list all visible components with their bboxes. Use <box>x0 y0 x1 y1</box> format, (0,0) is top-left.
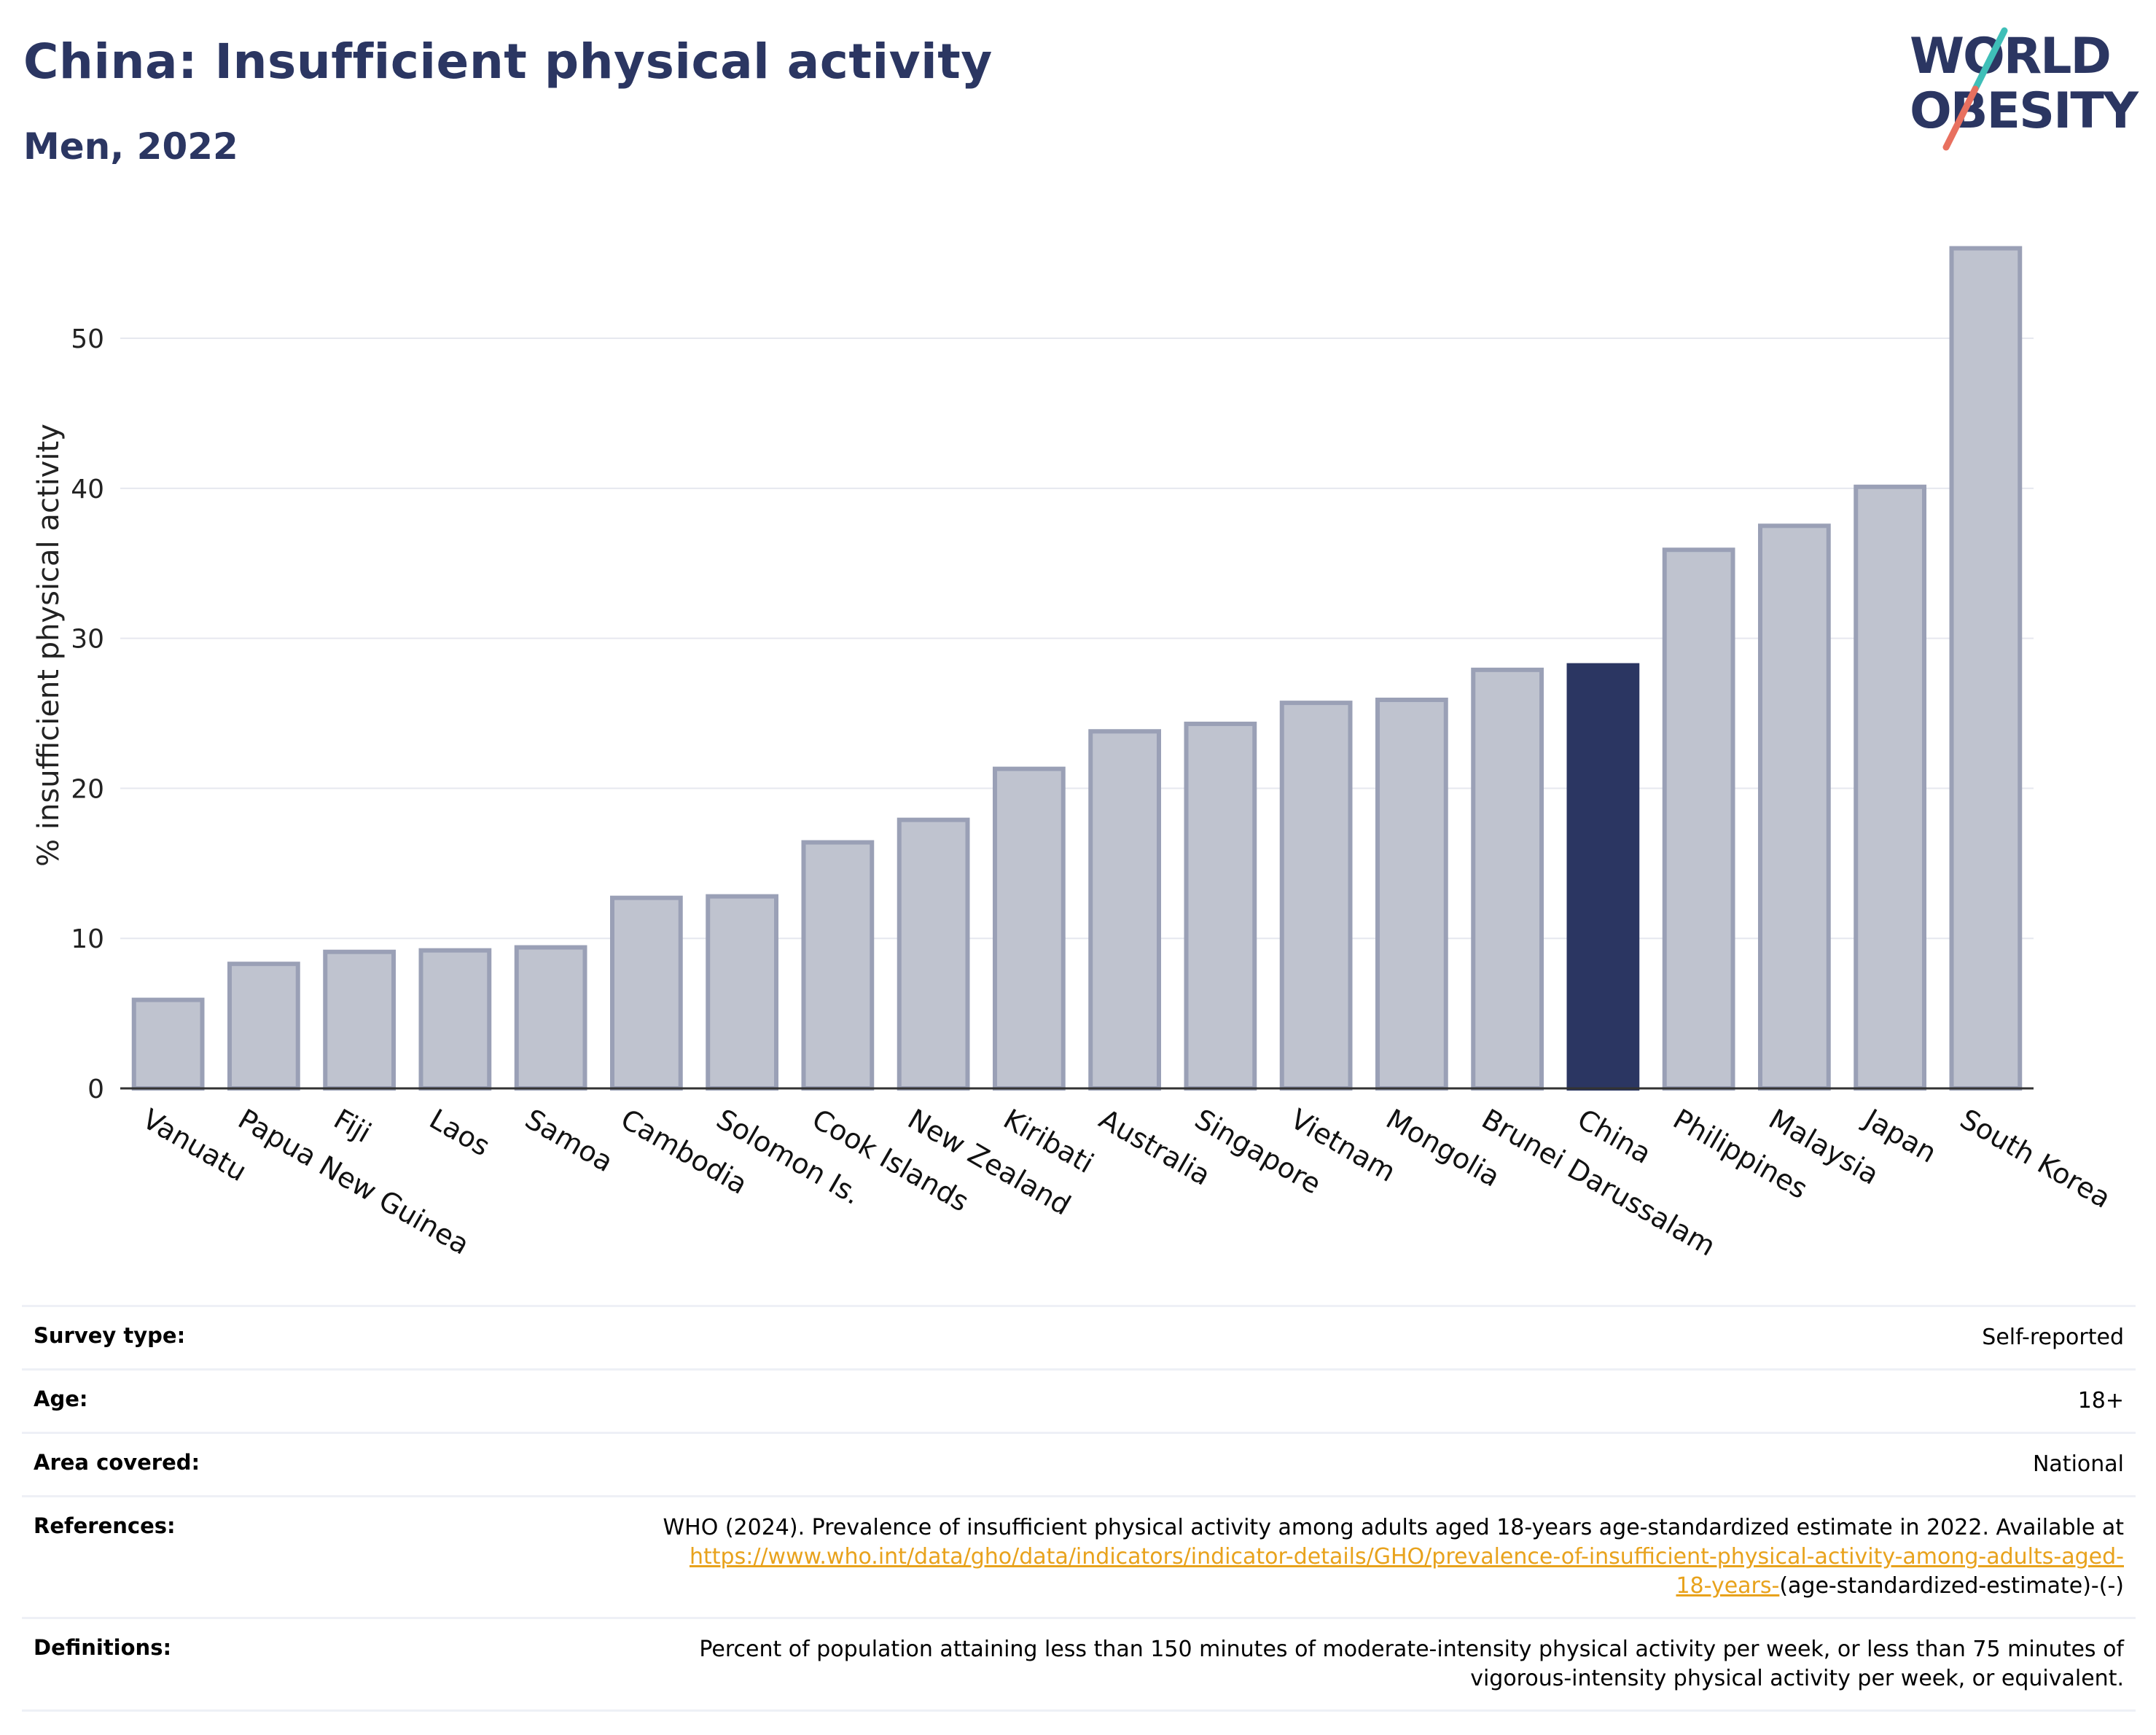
chart-subtitle: Men, 2022 <box>23 125 238 168</box>
reference-link-line1[interactable]: https://www.who.int/data/gho/data/indica… <box>690 1544 2124 1570</box>
references-suffix: (age-standardized-estimate)-(-) <box>1779 1573 2124 1599</box>
bar-laos <box>418 948 492 1091</box>
x-tick-label: South Korea <box>1955 1103 2116 1214</box>
references-value: WHO (2024). Prevalence of insufficient p… <box>663 1513 2124 1601</box>
bar-fiji <box>323 949 396 1091</box>
logo-teal-slash <box>1972 27 2008 93</box>
bar-philippines <box>1662 547 1735 1091</box>
info-row-references: References: WHO (2024). Prevalence of in… <box>22 1495 2136 1617</box>
survey-type-value: Self-reported <box>1982 1325 2124 1350</box>
bar-vietnam <box>1279 701 1353 1091</box>
bar-solomon-is <box>706 894 778 1091</box>
y-tick-label: 30 <box>71 625 104 655</box>
area-label: Area covered: <box>34 1450 200 1475</box>
reference-link-line2[interactable]: 18-years- <box>1676 1573 1780 1599</box>
bar-vanuatu <box>131 997 205 1091</box>
bar-papua-new-guinea <box>227 962 300 1091</box>
info-table: Survey type: Self-reported Age: 18+ Area… <box>22 1305 2136 1712</box>
bar-new-zealand <box>897 817 970 1091</box>
info-row-age: Age: 18+ <box>22 1368 2136 1432</box>
x-tick-label: Samoa <box>520 1103 618 1179</box>
bar-mongolia <box>1375 698 1448 1091</box>
y-tick-label: 0 <box>87 1075 104 1104</box>
definitions-value: Percent of population attaining less tha… <box>699 1635 2124 1693</box>
definitions-line2: vigorous-intensity physical activity per… <box>1470 1666 2124 1691</box>
info-row-definitions: Definitions: Percent of population attai… <box>22 1617 2136 1712</box>
bar-brunei-darussalam <box>1471 667 1544 1091</box>
bar-cook-islands <box>801 840 875 1091</box>
x-tick-label: Vanuatu <box>137 1103 252 1188</box>
area-value: National <box>2032 1451 2124 1477</box>
logo-text-obesity: OBESITY <box>1910 82 2139 140</box>
bar-china <box>1566 663 1640 1091</box>
bar-cambodia <box>610 895 683 1091</box>
info-row-survey-type: Survey type: Self-reported <box>22 1305 2136 1368</box>
bar-australia <box>1088 729 1161 1091</box>
info-row-area: Area covered: National <box>22 1432 2136 1495</box>
y-axis-label: % insufficient physical activity <box>32 424 66 867</box>
logo-text-world: WORLD <box>1910 28 2110 85</box>
world-obesity-logo: WORLD OBESITY <box>1910 27 2141 151</box>
survey-type-label: Survey type: <box>34 1323 186 1348</box>
bar-south-korea <box>1949 246 2023 1091</box>
gridlines <box>120 338 2034 940</box>
y-tick-label: 20 <box>71 774 104 804</box>
y-tick-label: 10 <box>71 924 104 954</box>
age-value: 18+ <box>2077 1388 2124 1414</box>
bar-kiribati <box>993 766 1066 1091</box>
logo-coral-slash <box>1942 85 1979 151</box>
x-tick-label: New Zealand <box>902 1103 1076 1222</box>
bar-samoa <box>514 945 587 1091</box>
x-tick-label: Laos <box>424 1103 496 1163</box>
references-label: References: <box>34 1513 176 1538</box>
y-tick-label: 50 <box>71 324 104 354</box>
definitions-line1: Percent of population attaining less tha… <box>699 1637 2124 1662</box>
bar-malaysia <box>1758 523 1831 1091</box>
definitions-label: Definitions: <box>34 1635 172 1660</box>
y-tick-label: 40 <box>71 475 104 504</box>
age-label: Age: <box>34 1387 88 1411</box>
chart-title: China: Insufficient physical activity <box>23 34 993 90</box>
x-tick-label: Fiji <box>329 1103 377 1149</box>
bar-japan <box>1854 484 1926 1091</box>
references-text: WHO (2024). Prevalence of insufficient p… <box>663 1515 2124 1540</box>
bar-singapore <box>1184 721 1257 1091</box>
bars <box>131 246 2023 1091</box>
